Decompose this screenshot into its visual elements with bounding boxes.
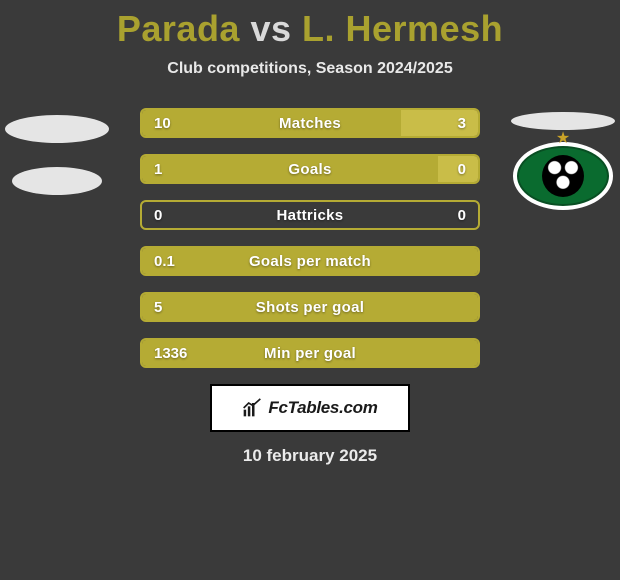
stat-right-value: 3	[422, 115, 478, 132]
stat-label: Matches	[198, 115, 422, 132]
brand-text: FcTables.com	[268, 398, 377, 418]
brand-badge: FcTables.com	[210, 384, 410, 432]
club-crest-icon	[513, 142, 613, 210]
date: 10 february 2025	[0, 446, 620, 466]
soccer-ball-icon	[542, 155, 584, 197]
player2-badge	[508, 100, 618, 210]
stat-row: 1 Goals 0	[140, 154, 480, 184]
stat-right-value: 0	[422, 161, 478, 178]
stat-left-value: 0	[142, 207, 198, 224]
placeholder-icon	[5, 115, 109, 143]
stat-left-value: 1336	[142, 345, 198, 362]
stat-left-value: 0.1	[142, 253, 198, 270]
stat-row: 0 Hattricks 0	[140, 200, 480, 230]
stat-left-value: 1	[142, 161, 198, 178]
subtitle: Club competitions, Season 2024/2025	[0, 60, 620, 78]
player1-name: Parada	[117, 8, 240, 49]
stat-left-value: 10	[142, 115, 198, 132]
stats-table: 10 Matches 3 1 Goals 0 0 Hattricks 0 0.1…	[140, 108, 480, 368]
stat-label: Shots per goal	[198, 299, 422, 316]
stat-row: 1336 Min per goal	[140, 338, 480, 368]
chart-icon	[242, 398, 262, 418]
stat-left-value: 5	[142, 299, 198, 316]
page-title: Parada vs L. Hermesh	[0, 0, 620, 50]
player2-name: L. Hermesh	[302, 8, 503, 49]
stat-label: Hattricks	[198, 207, 422, 224]
player1-badge	[2, 100, 112, 210]
stat-row: 0.1 Goals per match	[140, 246, 480, 276]
placeholder-icon	[12, 167, 102, 195]
stat-label: Min per goal	[198, 345, 422, 362]
stat-row: 10 Matches 3	[140, 108, 480, 138]
stat-right-value: 0	[422, 207, 478, 224]
stat-label: Goals	[198, 161, 422, 178]
stat-label: Goals per match	[198, 253, 422, 270]
vs-text: vs	[250, 8, 291, 49]
stat-row: 5 Shots per goal	[140, 292, 480, 322]
